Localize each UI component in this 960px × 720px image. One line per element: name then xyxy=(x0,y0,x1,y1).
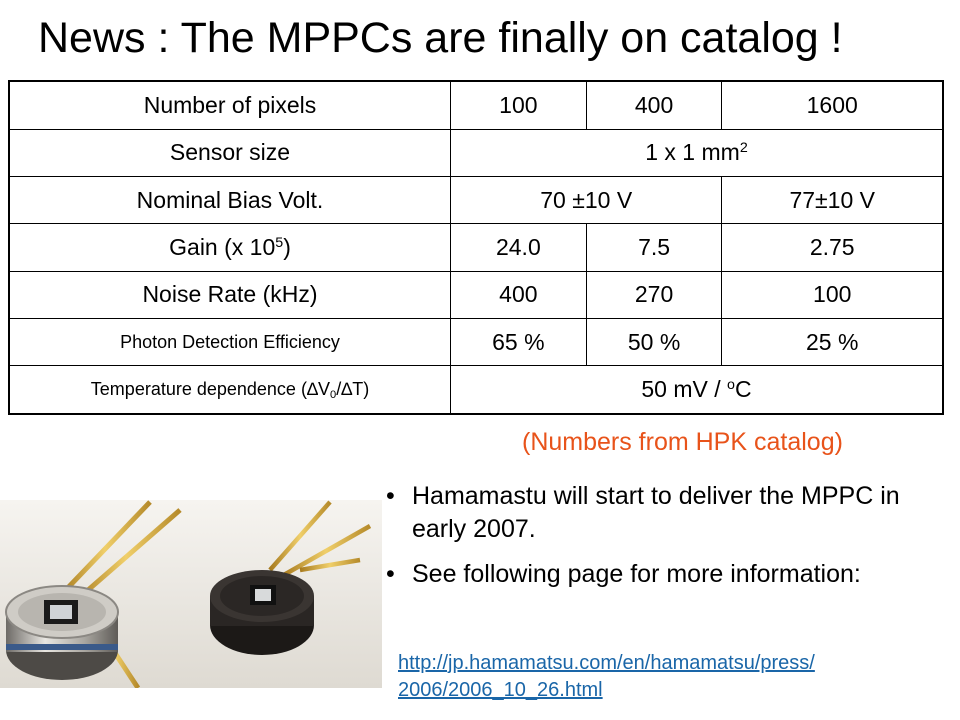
gain-label-close: ) xyxy=(283,233,291,260)
catalog-note: (Numbers from HPK catalog) xyxy=(522,428,843,456)
row-label-pde: Photon Detection Efficiency xyxy=(8,317,451,367)
cell-pixels-1600: 1600 xyxy=(721,80,944,130)
spec-table: Number of pixels 100 400 1600 Sensor siz… xyxy=(8,80,944,415)
gain-label-exponent: 5 xyxy=(275,235,284,252)
cell-pde-400: 50 % xyxy=(585,317,723,367)
bullet-glyph: • xyxy=(386,482,395,510)
table-row: Nominal Bias Volt. 70 ±10 V 77±10 V xyxy=(8,175,944,225)
row-label-noise: Noise Rate (kHz) xyxy=(8,270,451,319)
press-release-link[interactable]: http://jp.hamamatsu.com/en/hamamatsu/pre… xyxy=(398,652,815,701)
cell-pixels-100: 100 xyxy=(450,80,587,130)
table-row: Photon Detection Efficiency 65 % 50 % 25… xyxy=(8,317,944,367)
table-row: Gain (x 105) 24.0 7.5 2.75 xyxy=(8,223,944,272)
table-row: Noise Rate (kHz) 400 270 100 xyxy=(8,270,944,319)
cell-pixels-400: 400 xyxy=(585,80,723,130)
cell-gain-400: 7.5 xyxy=(585,223,723,272)
cell-temp-dependence: 50 mV / oC xyxy=(450,365,944,415)
cell-noise-400: 270 xyxy=(585,270,723,319)
row-label-temp: Temperature dependence (∆V0/∆T) xyxy=(8,365,451,415)
cell-bias-1600: 77±10 V xyxy=(721,175,944,225)
temp-value-unit: C xyxy=(734,376,752,403)
row-label-bias: Nominal Bias Volt. xyxy=(8,175,451,225)
row-label-sensor: Sensor size xyxy=(8,128,451,178)
list-item: • See following page for more information… xyxy=(386,558,946,591)
mppc-photo xyxy=(0,500,382,688)
temp-label-close: /∆T) xyxy=(336,379,370,400)
row-label-gain: Gain (x 105) xyxy=(8,223,451,272)
bullet-list: • Hamamastu will start to deliver the MPP… xyxy=(386,480,946,603)
cell-pde-100: 65 % xyxy=(450,317,587,367)
sensor-size-value: 1 x 1 mm xyxy=(645,139,740,166)
cell-noise-1600: 100 xyxy=(721,270,944,319)
sensor-size-exponent: 2 xyxy=(739,140,748,157)
cell-noise-100: 400 xyxy=(450,270,587,319)
list-item: • Hamamastu will start to deliver the MPP… xyxy=(386,480,946,546)
gain-label-text: Gain (x 10 xyxy=(169,233,276,260)
temp-label-text: Temperature dependence (∆V xyxy=(90,379,330,400)
cell-pde-1600: 25 % xyxy=(721,317,944,367)
bullet-text: Hamamastu will start to deliver the MPPC… xyxy=(412,482,900,543)
bullet-glyph: • xyxy=(386,560,395,588)
temp-value-degree: o xyxy=(727,377,735,394)
cell-bias-100-400: 70 ±10 V xyxy=(449,175,723,225)
cell-sensor-size: 1 x 1 mm2 xyxy=(450,128,944,178)
slide-title: News : The MPPCs are finally on catalog … xyxy=(38,14,843,62)
table-row: Number of pixels 100 400 1600 xyxy=(8,80,944,130)
temp-label-subscript: 0 xyxy=(329,388,337,401)
row-label-pixels: Number of pixels xyxy=(8,80,451,130)
table-row: Sensor size 1 x 1 mm2 xyxy=(8,128,944,178)
cell-gain-100: 24.0 xyxy=(450,223,587,272)
cell-gain-1600: 2.75 xyxy=(721,223,944,272)
bullet-text: See following page for more information: xyxy=(412,560,861,588)
temp-value-text: 50 mV / xyxy=(641,376,728,403)
table-row: Temperature dependence (∆V0/∆T) 50 mV / … xyxy=(8,365,944,415)
